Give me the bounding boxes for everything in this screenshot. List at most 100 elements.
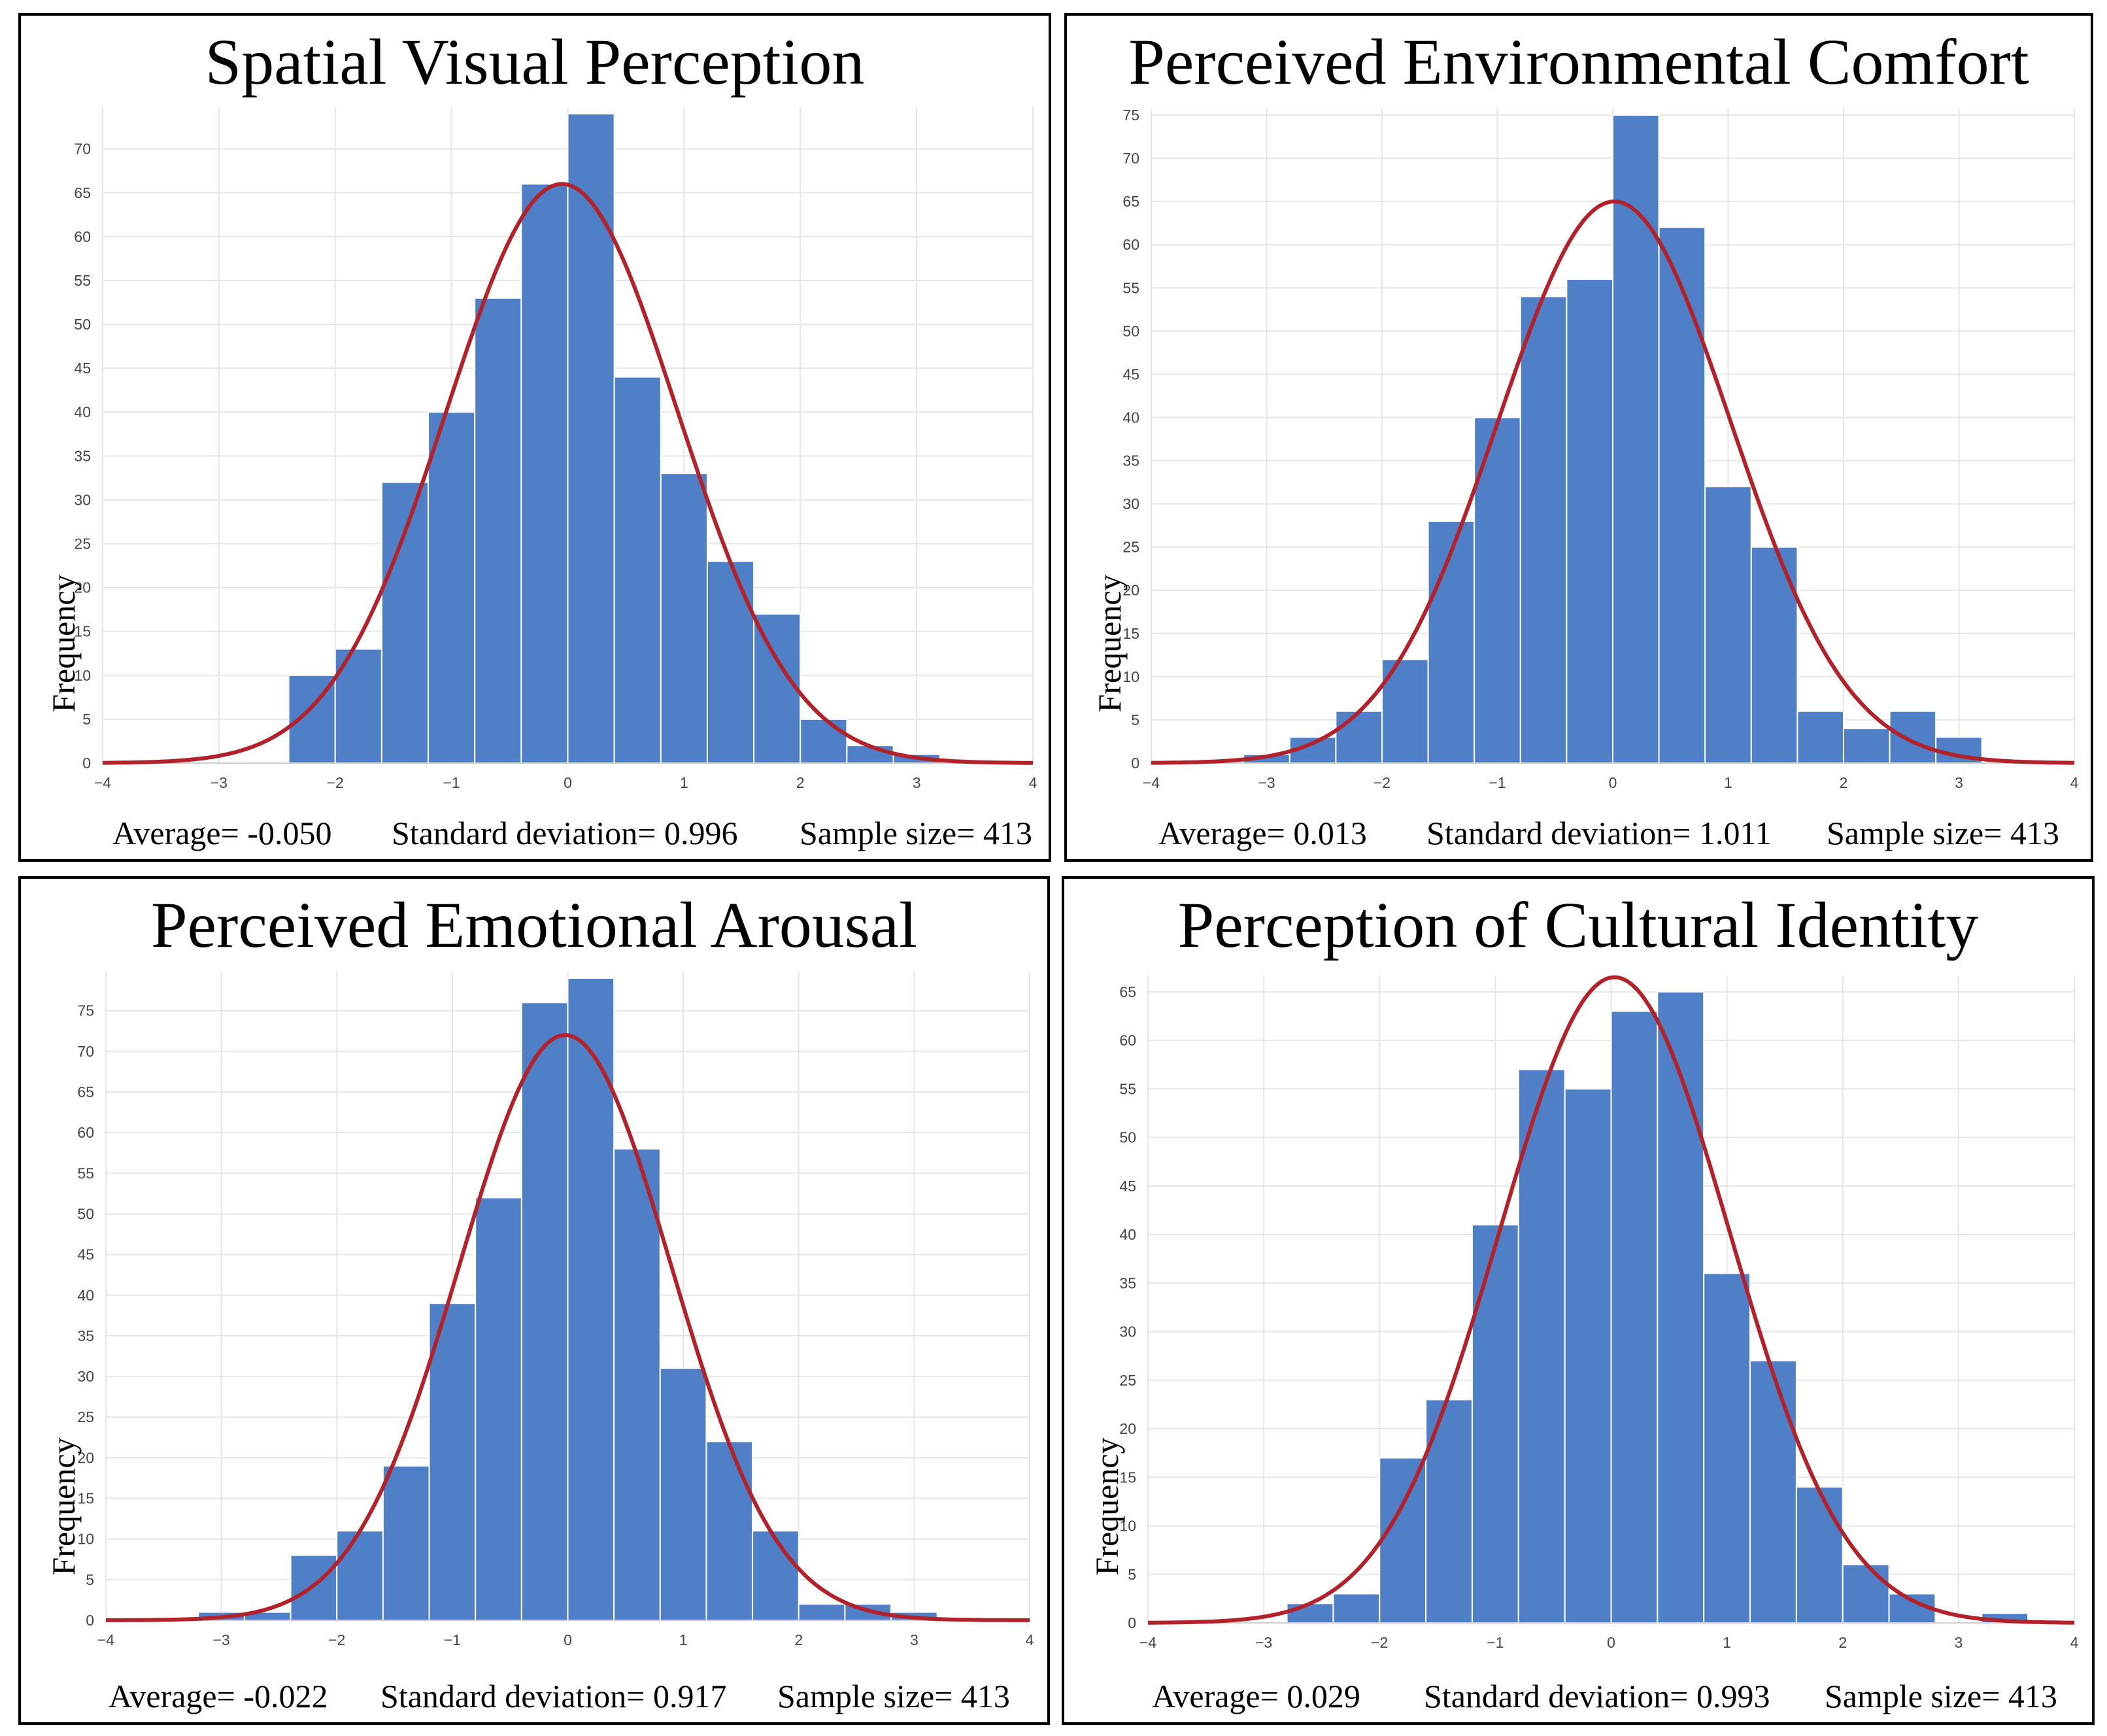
y-tick-label: 65 [1122, 193, 1139, 210]
y-tick-label: 30 [77, 1368, 94, 1385]
histogram-bar [336, 1530, 384, 1621]
histogram-bar [753, 613, 801, 764]
histogram-bar [1519, 296, 1568, 764]
x-tick-label: 4 [2070, 1634, 2079, 1651]
y-tick-label: 0 [1128, 1614, 1136, 1631]
y-axis-label: Frequency [45, 1437, 82, 1575]
x-tick-label: −4 [97, 1631, 114, 1648]
x-tick-label: −2 [1371, 1634, 1388, 1651]
x-tick-label: 4 [1026, 1631, 1034, 1648]
y-tick-label: 25 [74, 536, 91, 553]
stat-std-dev: Standard deviation= 0.917 [380, 1678, 727, 1714]
histogram-bar [1566, 279, 1614, 764]
histogram-bar [1657, 991, 1705, 1624]
x-tick-label: 4 [2070, 774, 2079, 791]
y-tick-label: 0 [82, 755, 91, 772]
y-axis-label: Frequency [45, 574, 82, 712]
histogram-bar [1703, 1272, 1751, 1624]
histogram-bar [1795, 1486, 1844, 1624]
y-tick-label: 10 [1122, 668, 1139, 685]
y-tick-label: 40 [77, 1287, 94, 1304]
y-tick-label: 50 [1119, 1129, 1136, 1146]
histogram-bar [1843, 728, 1891, 764]
x-tick-label: 4 [1029, 774, 1037, 791]
histogram-bar [660, 473, 708, 764]
y-tick-label: 50 [77, 1205, 94, 1222]
y-tick-label: 30 [1122, 496, 1139, 513]
x-tick-label: −4 [1139, 1634, 1156, 1651]
x-tick-label: −1 [443, 774, 460, 791]
stat-average: Average= -0.022 [109, 1678, 328, 1714]
y-tick-label: 20 [1122, 582, 1139, 599]
x-tick-label: 2 [1838, 1634, 1847, 1651]
y-tick-label: 40 [1122, 409, 1139, 426]
histogram-bar [520, 1002, 569, 1621]
y-tick-label: 15 [77, 1490, 94, 1507]
x-tick-label: 0 [564, 774, 572, 791]
chart-panel-cultural-identity: Perception of Cultural Identity −4 −3 −2 −1… [1062, 876, 2095, 1725]
histogram-bar [567, 113, 615, 764]
y-tick-label: 35 [77, 1327, 94, 1344]
x-tick-label: −2 [327, 774, 344, 791]
histogram-bar [428, 1302, 477, 1622]
y-tick-label: 60 [1119, 1032, 1136, 1049]
y-tick-label: 45 [1122, 366, 1139, 383]
y-tick-label: 55 [77, 1165, 94, 1182]
histogram-bar [846, 745, 894, 764]
histogram-bar [613, 376, 662, 764]
histogram-bar [1286, 1603, 1334, 1624]
y-tick-label: 25 [1122, 539, 1139, 556]
y-tick-label: 60 [77, 1124, 94, 1141]
histogram-bar [474, 297, 522, 764]
stats-row: Average= 0.013 Standard deviation= 1.011… [1067, 813, 2091, 859]
stat-average: Average= 0.013 [1158, 815, 1367, 851]
y-tick-label: 45 [74, 360, 91, 377]
x-tick-label: 3 [1955, 774, 1963, 791]
histogram-bar [520, 183, 569, 764]
histogram-bar [752, 1530, 800, 1621]
y-tick-label: 5 [82, 711, 91, 728]
x-tick-label: −1 [444, 1631, 461, 1648]
normal-curve [106, 1032, 1030, 1622]
stat-sample-size: Sample size= 413 [1827, 815, 2059, 851]
y-tick-label: 10 [74, 667, 91, 684]
y-tick-label: 60 [1122, 236, 1139, 253]
x-tick-label: 1 [680, 774, 688, 791]
x-tick-label: −2 [328, 1631, 345, 1648]
y-tick-label: 20 [77, 1449, 94, 1466]
x-tick-label: −3 [1255, 1634, 1272, 1651]
y-tick-label: 30 [74, 491, 91, 508]
histogram-chart: −4 −3 −2 −1 0 1 2 3 405101520253035404550556065F… [1088, 975, 2079, 1651]
y-tick-label: 60 [74, 228, 91, 245]
y-tick-label: 75 [77, 1002, 94, 1019]
stat-std-dev: Standard deviation= 0.993 [1424, 1678, 1770, 1714]
y-tick-label: 65 [74, 184, 91, 201]
y-tick-label: 45 [1119, 1178, 1136, 1195]
y-tick-label: 5 [86, 1571, 94, 1588]
stat-average: Average= 0.029 [1152, 1678, 1360, 1714]
histogram-bar [1332, 1593, 1381, 1624]
stat-std-dev: Standard deviation= 0.996 [392, 815, 738, 851]
y-axis-label: Frequency [1091, 574, 1128, 712]
y-tick-label: 25 [1119, 1372, 1136, 1389]
y-tick-label: 55 [1122, 279, 1139, 296]
y-tick-label: 70 [74, 141, 91, 158]
y-axis-label: Frequency [1088, 1437, 1125, 1575]
stat-average: Average= -0.050 [112, 815, 332, 851]
histogram-bar [1517, 1068, 1566, 1624]
x-tick-label: 1 [1723, 1634, 1731, 1651]
histogram-bar [380, 481, 430, 764]
stats-row: Average= 0.029 Standard deviation= 0.993… [1064, 1676, 2092, 1722]
x-tick-label: −3 [211, 774, 228, 791]
histogram-bar [1842, 1563, 1890, 1624]
chart-panel-emotional-arousal: Perceived Emotional Arousal −4 −3 −2 −1 0 1 2 3… [18, 876, 1050, 1725]
histogram-bar [1427, 520, 1475, 764]
stats-row: Average= -0.050 Standard deviation= 0.99… [21, 813, 1049, 859]
y-tick-label: 15 [1119, 1469, 1136, 1486]
x-tick-label: 2 [1840, 774, 1848, 791]
y-tick-label: 20 [1119, 1420, 1136, 1437]
y-tick-label: 40 [1119, 1226, 1136, 1243]
x-tick-label: 0 [564, 1631, 572, 1648]
histogram-bar [1564, 1088, 1612, 1624]
histogram-bar [1658, 226, 1706, 764]
